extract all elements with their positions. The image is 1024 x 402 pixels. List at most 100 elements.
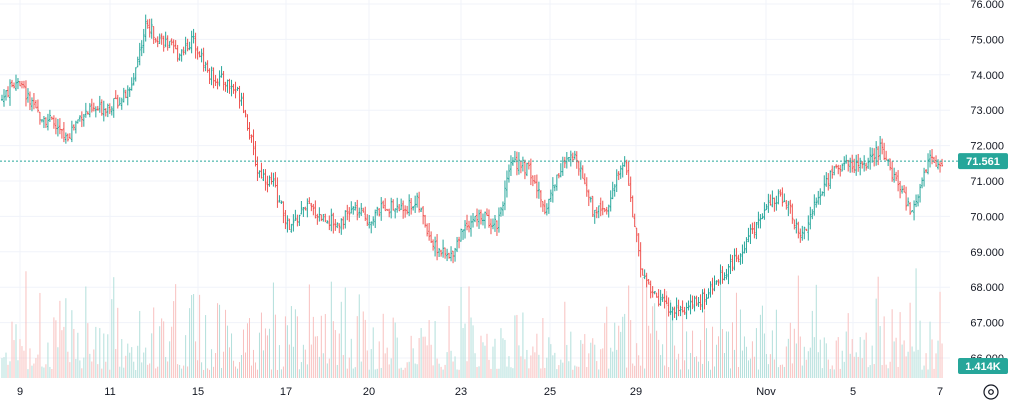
candle-bar xyxy=(418,191,421,213)
volume-bar xyxy=(648,325,650,378)
volume-bar xyxy=(400,367,402,378)
candle-bar xyxy=(200,48,203,63)
volume-bar xyxy=(913,351,915,378)
volume-bar xyxy=(308,284,310,378)
candle-bar xyxy=(551,177,554,203)
candle-bar xyxy=(362,207,365,213)
volume-bar xyxy=(823,337,825,378)
volume-bar xyxy=(700,340,702,378)
volume-bar xyxy=(733,349,735,378)
volume-bar xyxy=(536,333,538,378)
volume-bar xyxy=(23,350,25,378)
candle-bar xyxy=(593,209,596,224)
volume-bar xyxy=(15,324,17,378)
candle-bar xyxy=(18,81,21,87)
volume-bar xyxy=(119,366,121,378)
candle-bar xyxy=(258,170,261,178)
x-tick-label: 11 xyxy=(104,386,115,398)
volume-bar xyxy=(294,309,296,378)
volume-bar xyxy=(642,277,644,378)
candle-bar xyxy=(601,200,604,216)
volume-bar xyxy=(680,369,682,378)
volume-value-label: 1.414K xyxy=(965,361,1001,373)
candle-bar xyxy=(799,228,802,243)
candle-bar xyxy=(142,28,145,54)
candle-bar xyxy=(260,162,263,179)
volume-bar xyxy=(165,356,167,378)
volume-bar xyxy=(304,349,306,378)
volume-bar xyxy=(242,329,244,378)
settings-button[interactable] xyxy=(983,384,999,400)
volume-bar xyxy=(420,328,422,378)
candle-bar xyxy=(937,159,940,170)
x-axis[interactable]: 9 11 15 17 20 23 25 29 Nov 5 7 xyxy=(17,386,943,398)
volume-bar xyxy=(498,368,500,378)
settings-icon[interactable] xyxy=(983,384,999,400)
candle-bar xyxy=(366,214,369,226)
candle-bar xyxy=(252,129,255,156)
candle-bar xyxy=(631,195,634,218)
volume-bar xyxy=(209,369,211,378)
candle-bar xyxy=(691,295,694,310)
candle-bar xyxy=(262,169,265,182)
volume-bar xyxy=(580,340,582,378)
y-axis[interactable]: 76.000 75.000 74.000 73.000 72.000 71.000 70.0… xyxy=(970,0,1004,365)
candle-bar xyxy=(382,200,385,209)
candle-bar xyxy=(701,289,704,313)
volume-bar xyxy=(686,331,688,378)
volume-bar xyxy=(211,349,213,378)
candle-bar xyxy=(428,222,431,241)
candle-bar xyxy=(565,151,568,169)
volume-bar xyxy=(919,320,921,378)
candle-bar xyxy=(204,61,207,72)
candle-bar xyxy=(102,100,105,122)
candle-bar xyxy=(196,46,199,60)
volume-bar xyxy=(833,369,835,378)
candle-bar xyxy=(64,132,67,144)
candle-bar xyxy=(124,89,127,99)
volume-bar xyxy=(9,361,11,378)
volume-bar xyxy=(879,326,881,378)
candle-bar xyxy=(166,35,169,51)
candle-bar xyxy=(485,208,488,216)
volume-bar xyxy=(807,351,809,378)
volume-bar xyxy=(195,341,197,378)
candle-bar xyxy=(835,164,838,169)
volume-bar xyxy=(370,349,372,378)
candle-bar xyxy=(827,173,830,191)
candle-bar xyxy=(344,210,347,229)
candle-bar xyxy=(837,164,840,175)
candle-bar xyxy=(118,97,121,106)
candle-bar xyxy=(228,78,231,94)
volume-bar xyxy=(326,363,328,378)
candle-bar xyxy=(84,102,87,118)
volume-bar xyxy=(394,322,396,378)
y-tick-label: 68.000 xyxy=(970,282,1004,294)
candle-bar xyxy=(879,135,882,161)
volume-bar xyxy=(524,359,526,378)
volume-bar xyxy=(93,349,95,378)
volume-bar xyxy=(741,350,743,378)
candle-bar xyxy=(56,118,59,137)
candle-bar xyxy=(637,233,640,257)
volume-bar xyxy=(528,368,530,378)
candle-bar xyxy=(745,237,748,254)
candle-bar xyxy=(841,163,844,172)
candle-bar xyxy=(270,172,273,185)
candle-bar xyxy=(663,288,666,309)
candle-bar xyxy=(733,248,736,271)
candle-bar xyxy=(198,51,201,58)
volume-bar xyxy=(895,337,897,378)
volume-bar xyxy=(25,271,27,378)
candle-bar xyxy=(667,297,670,317)
volume-bar xyxy=(596,361,598,378)
volume-bar xyxy=(185,335,187,378)
candle-bar xyxy=(721,266,724,284)
candle-bar xyxy=(533,175,536,184)
candle-bar xyxy=(338,223,341,234)
candle-bars xyxy=(1,14,944,321)
volume-bar xyxy=(45,364,47,378)
volume-bar xyxy=(404,367,406,378)
volume-bar xyxy=(57,347,59,378)
